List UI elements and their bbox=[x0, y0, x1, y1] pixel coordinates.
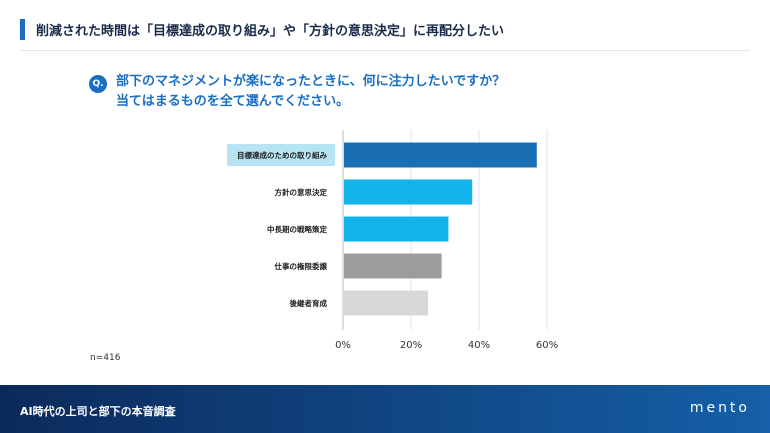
bar bbox=[344, 142, 537, 168]
page-title: 削減された時間は「目標達成の取り組み」や「方針の意思決定」に再配分したい bbox=[36, 24, 505, 39]
x-tick-label: 60% bbox=[536, 340, 558, 351]
header-accent-bar bbox=[20, 19, 25, 40]
question-badge: Q. bbox=[89, 75, 107, 93]
category-label: 目標達成のための取り組み bbox=[237, 150, 327, 160]
bar bbox=[344, 290, 428, 316]
bar bbox=[344, 179, 473, 205]
bar-chart: 0% 20% 40% 60% 目標達成のための取り組み方針の意思決定中長期の戦略策定仕事… bbox=[227, 130, 558, 351]
bar bbox=[344, 253, 442, 279]
category-label: 方針の意思決定 bbox=[275, 187, 328, 197]
bar bbox=[344, 216, 449, 242]
x-tick-label: 20% bbox=[400, 340, 422, 351]
sample-size: n=416 bbox=[90, 353, 121, 363]
category-label: 中長期の戦略策定 bbox=[267, 224, 327, 234]
question-line-2: 当てはまるものを全て選んでください。 bbox=[116, 94, 350, 109]
footer-bar: AI時代の上司と部下の本音調査 mento bbox=[0, 385, 770, 433]
x-tick-label: 0% bbox=[335, 340, 351, 351]
brand-logo: mento bbox=[689, 400, 750, 416]
x-tick-label: 40% bbox=[468, 340, 490, 351]
category-label: 仕事の権限委譲 bbox=[274, 261, 328, 271]
question-text: 部下のマネジメントが楽になったときに、何に注力したいですか？ 当てはまるものを全… bbox=[116, 72, 505, 112]
footer-title: AI時代の上司と部下の本音調査 bbox=[20, 405, 176, 418]
category-label: 後継者育成 bbox=[290, 298, 328, 308]
question-line-1: 部下のマネジメントが楽になったときに、何に注力したいですか？ bbox=[116, 74, 506, 89]
category-highlight bbox=[227, 144, 335, 166]
header-divider bbox=[20, 50, 750, 51]
